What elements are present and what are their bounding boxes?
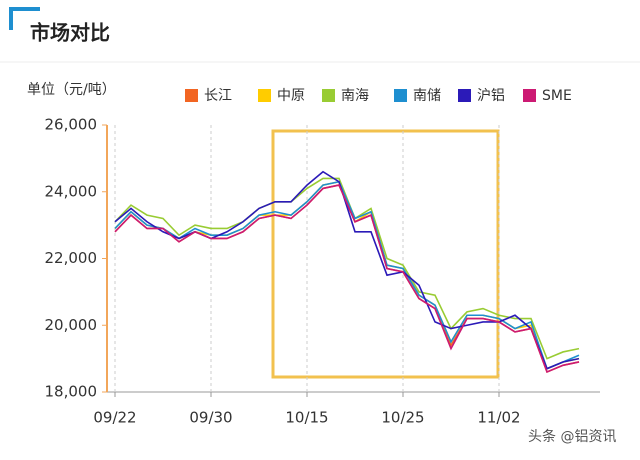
- y-tick-label: 18,000: [45, 383, 98, 401]
- x-tick-label: 10/15: [285, 409, 328, 427]
- legend-label: 南储: [413, 88, 441, 104]
- legend-swatch: [258, 89, 271, 102]
- page-title: 市场对比: [30, 21, 110, 45]
- legend-label: 中原: [277, 88, 305, 104]
- y-tick-label: 22,000: [45, 249, 98, 267]
- legend-swatch: [394, 89, 407, 102]
- legend-label: 南海: [341, 88, 369, 104]
- legend-swatch: [322, 89, 335, 102]
- legend-label: 沪铝: [477, 88, 505, 104]
- series-line: [114, 180, 580, 370]
- x-tick-label: 10/25: [381, 409, 424, 427]
- highlight-box: [271, 129, 500, 379]
- legend-swatch: [458, 89, 471, 102]
- series-line: [114, 184, 580, 374]
- legend-swatch: [523, 89, 536, 102]
- y-tick-label: 26,000: [45, 116, 98, 134]
- x-tick-label: 09/30: [189, 409, 232, 427]
- watermark: 头条 @铝资讯: [528, 428, 616, 445]
- series-line: [114, 180, 580, 370]
- y-tick-label: 24,000: [45, 182, 98, 200]
- legend-label: 长江: [204, 88, 232, 104]
- title-bracket: [9, 7, 40, 30]
- x-tick-label: 11/02: [477, 409, 520, 427]
- y-tick-label: 20,000: [45, 316, 98, 334]
- series-line: [114, 184, 580, 374]
- legend-label: SME: [542, 88, 572, 104]
- x-tick-label: 09/22: [93, 409, 136, 427]
- legend-swatch: [185, 89, 198, 102]
- y-axis-label: 单位（元/吨）: [27, 82, 116, 98]
